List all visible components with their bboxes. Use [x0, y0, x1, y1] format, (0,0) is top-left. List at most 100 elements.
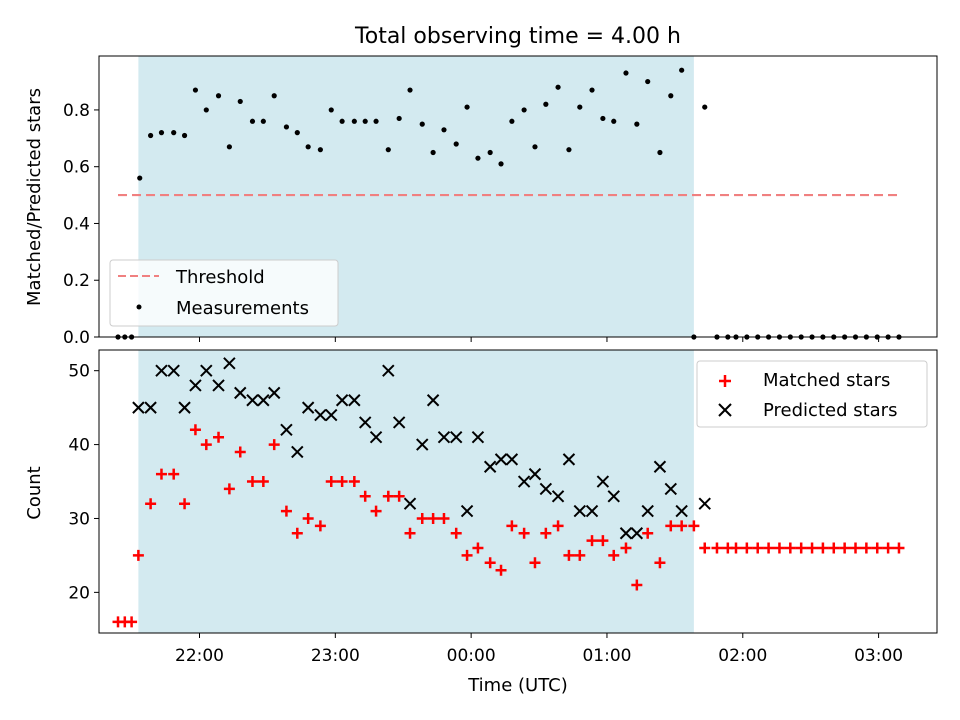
predicted-star-point: [494, 453, 508, 466]
predicted-star-point: [132, 401, 145, 414]
matched-star-point: [741, 542, 753, 554]
measurement-point: [509, 118, 515, 124]
matched-star-point: [608, 549, 620, 561]
measurement-point: [283, 124, 290, 130]
matched-star-point: [631, 579, 643, 591]
predicted-star-point: [416, 438, 429, 451]
x-tick-label: 02:00: [718, 646, 767, 666]
matched-star-point: [336, 476, 348, 488]
matched-star-point: [325, 476, 337, 488]
bottom-y-axis-label: Count: [24, 466, 45, 519]
predicted-star-point: [301, 401, 315, 414]
bottom-legend: Matched stars Predicted stars: [696, 360, 928, 428]
predicted-star-point: [314, 408, 327, 422]
matched-star-point: [246, 476, 258, 488]
measurement-point: [645, 78, 651, 85]
measurement-point: [407, 87, 413, 93]
matched-star-point: [189, 424, 201, 436]
measurement-point: [464, 104, 470, 110]
matched-star-point: [773, 542, 785, 554]
matched-star-point: [597, 535, 609, 547]
predicted-star-point: [585, 504, 599, 518]
legend-predicted-swatch: [718, 403, 732, 417]
matched-star-point: [586, 535, 598, 547]
top-y-tick-label: 0.2: [63, 271, 90, 291]
bottom-legend-box: [696, 360, 928, 428]
matched-star-point: [518, 527, 530, 539]
predicted-star-point: [267, 386, 281, 400]
predicted-star-point: [144, 401, 157, 414]
measurement-point: [362, 118, 368, 124]
matched-star-point: [806, 542, 818, 554]
measurement-point: [271, 93, 277, 99]
matched-star-point: [795, 542, 807, 554]
measurement-point: [260, 118, 266, 124]
predicted-star-point: [234, 386, 247, 400]
measurement-point: [487, 149, 493, 156]
measurement-point: [430, 149, 436, 156]
measurement-point: [203, 107, 209, 113]
legend-measurements-swatch: [136, 304, 142, 310]
predicted-star-point: [189, 379, 202, 392]
matched-star-point: [828, 542, 840, 554]
matched-star-point: [200, 439, 212, 451]
predicted-star-point: [348, 394, 361, 407]
matched-star-point: [404, 527, 416, 539]
predicted-star-point: [698, 497, 711, 510]
matched-star-point: [817, 542, 829, 554]
measurement-point: [339, 118, 345, 124]
matched-star-point: [126, 616, 138, 628]
predicted-star-point: [200, 364, 213, 377]
x-axis-label: Time (UTC): [467, 675, 568, 696]
predicted-star-point: [155, 364, 168, 377]
measurement-point: [555, 84, 561, 90]
legend-matched-label: Matched stars: [763, 370, 890, 391]
matched-star-point: [370, 505, 382, 517]
predicted-star-point: [223, 357, 236, 370]
matched-star-point: [574, 549, 586, 561]
matched-star-point: [314, 520, 326, 532]
top-legend: Threshold Measurements: [109, 259, 339, 327]
predicted-star-point: [178, 401, 191, 414]
bot-y-tick-label: 20: [68, 583, 90, 603]
matched-star-point: [784, 542, 796, 554]
legend-measurements-label: Measurements: [176, 298, 309, 319]
measurement-point: [181, 132, 188, 139]
x-tick-label: 23:00: [311, 646, 360, 666]
matched-star-point: [529, 557, 541, 569]
x-tick-label: 03:00: [854, 646, 903, 666]
measurement-point: [543, 101, 549, 107]
matched-star-point: [213, 431, 225, 443]
bottom-shaded-span: [138, 350, 694, 633]
measurement-point: [137, 175, 143, 181]
matched-star-point: [860, 542, 872, 554]
bottom-axes-frame: [98, 349, 938, 634]
matched-star-point: [871, 542, 883, 554]
matched-star-point: [665, 520, 677, 532]
matched-star-point: [450, 527, 462, 539]
matched-star-point: [393, 490, 405, 502]
matched-star-point: [291, 527, 303, 539]
matched-star-point: [484, 557, 496, 569]
matched-star-point: [280, 505, 292, 517]
predicted-star-point: [212, 379, 225, 392]
predicted-star-point: [505, 453, 519, 466]
predicted-star-point: [382, 364, 395, 377]
matched-star-point: [699, 542, 711, 554]
predicted-star-point: [325, 408, 338, 422]
measurement-point: [215, 93, 222, 99]
predicted-star-point: [437, 430, 451, 444]
measurement-point: [611, 118, 617, 124]
measurement-point: [679, 67, 685, 73]
predicted-star-point: [167, 364, 180, 377]
predicted-star-point: [551, 490, 565, 503]
predicted-star-point: [280, 423, 293, 437]
measurement-point: [171, 130, 177, 136]
predicted-star-point: [483, 460, 497, 473]
measurement-point: [249, 118, 256, 124]
measurement-point: [385, 147, 391, 153]
top-y-tick-label: 0.8: [63, 101, 90, 121]
predicted-star-point: [653, 460, 667, 473]
measurement-point: [623, 70, 629, 76]
